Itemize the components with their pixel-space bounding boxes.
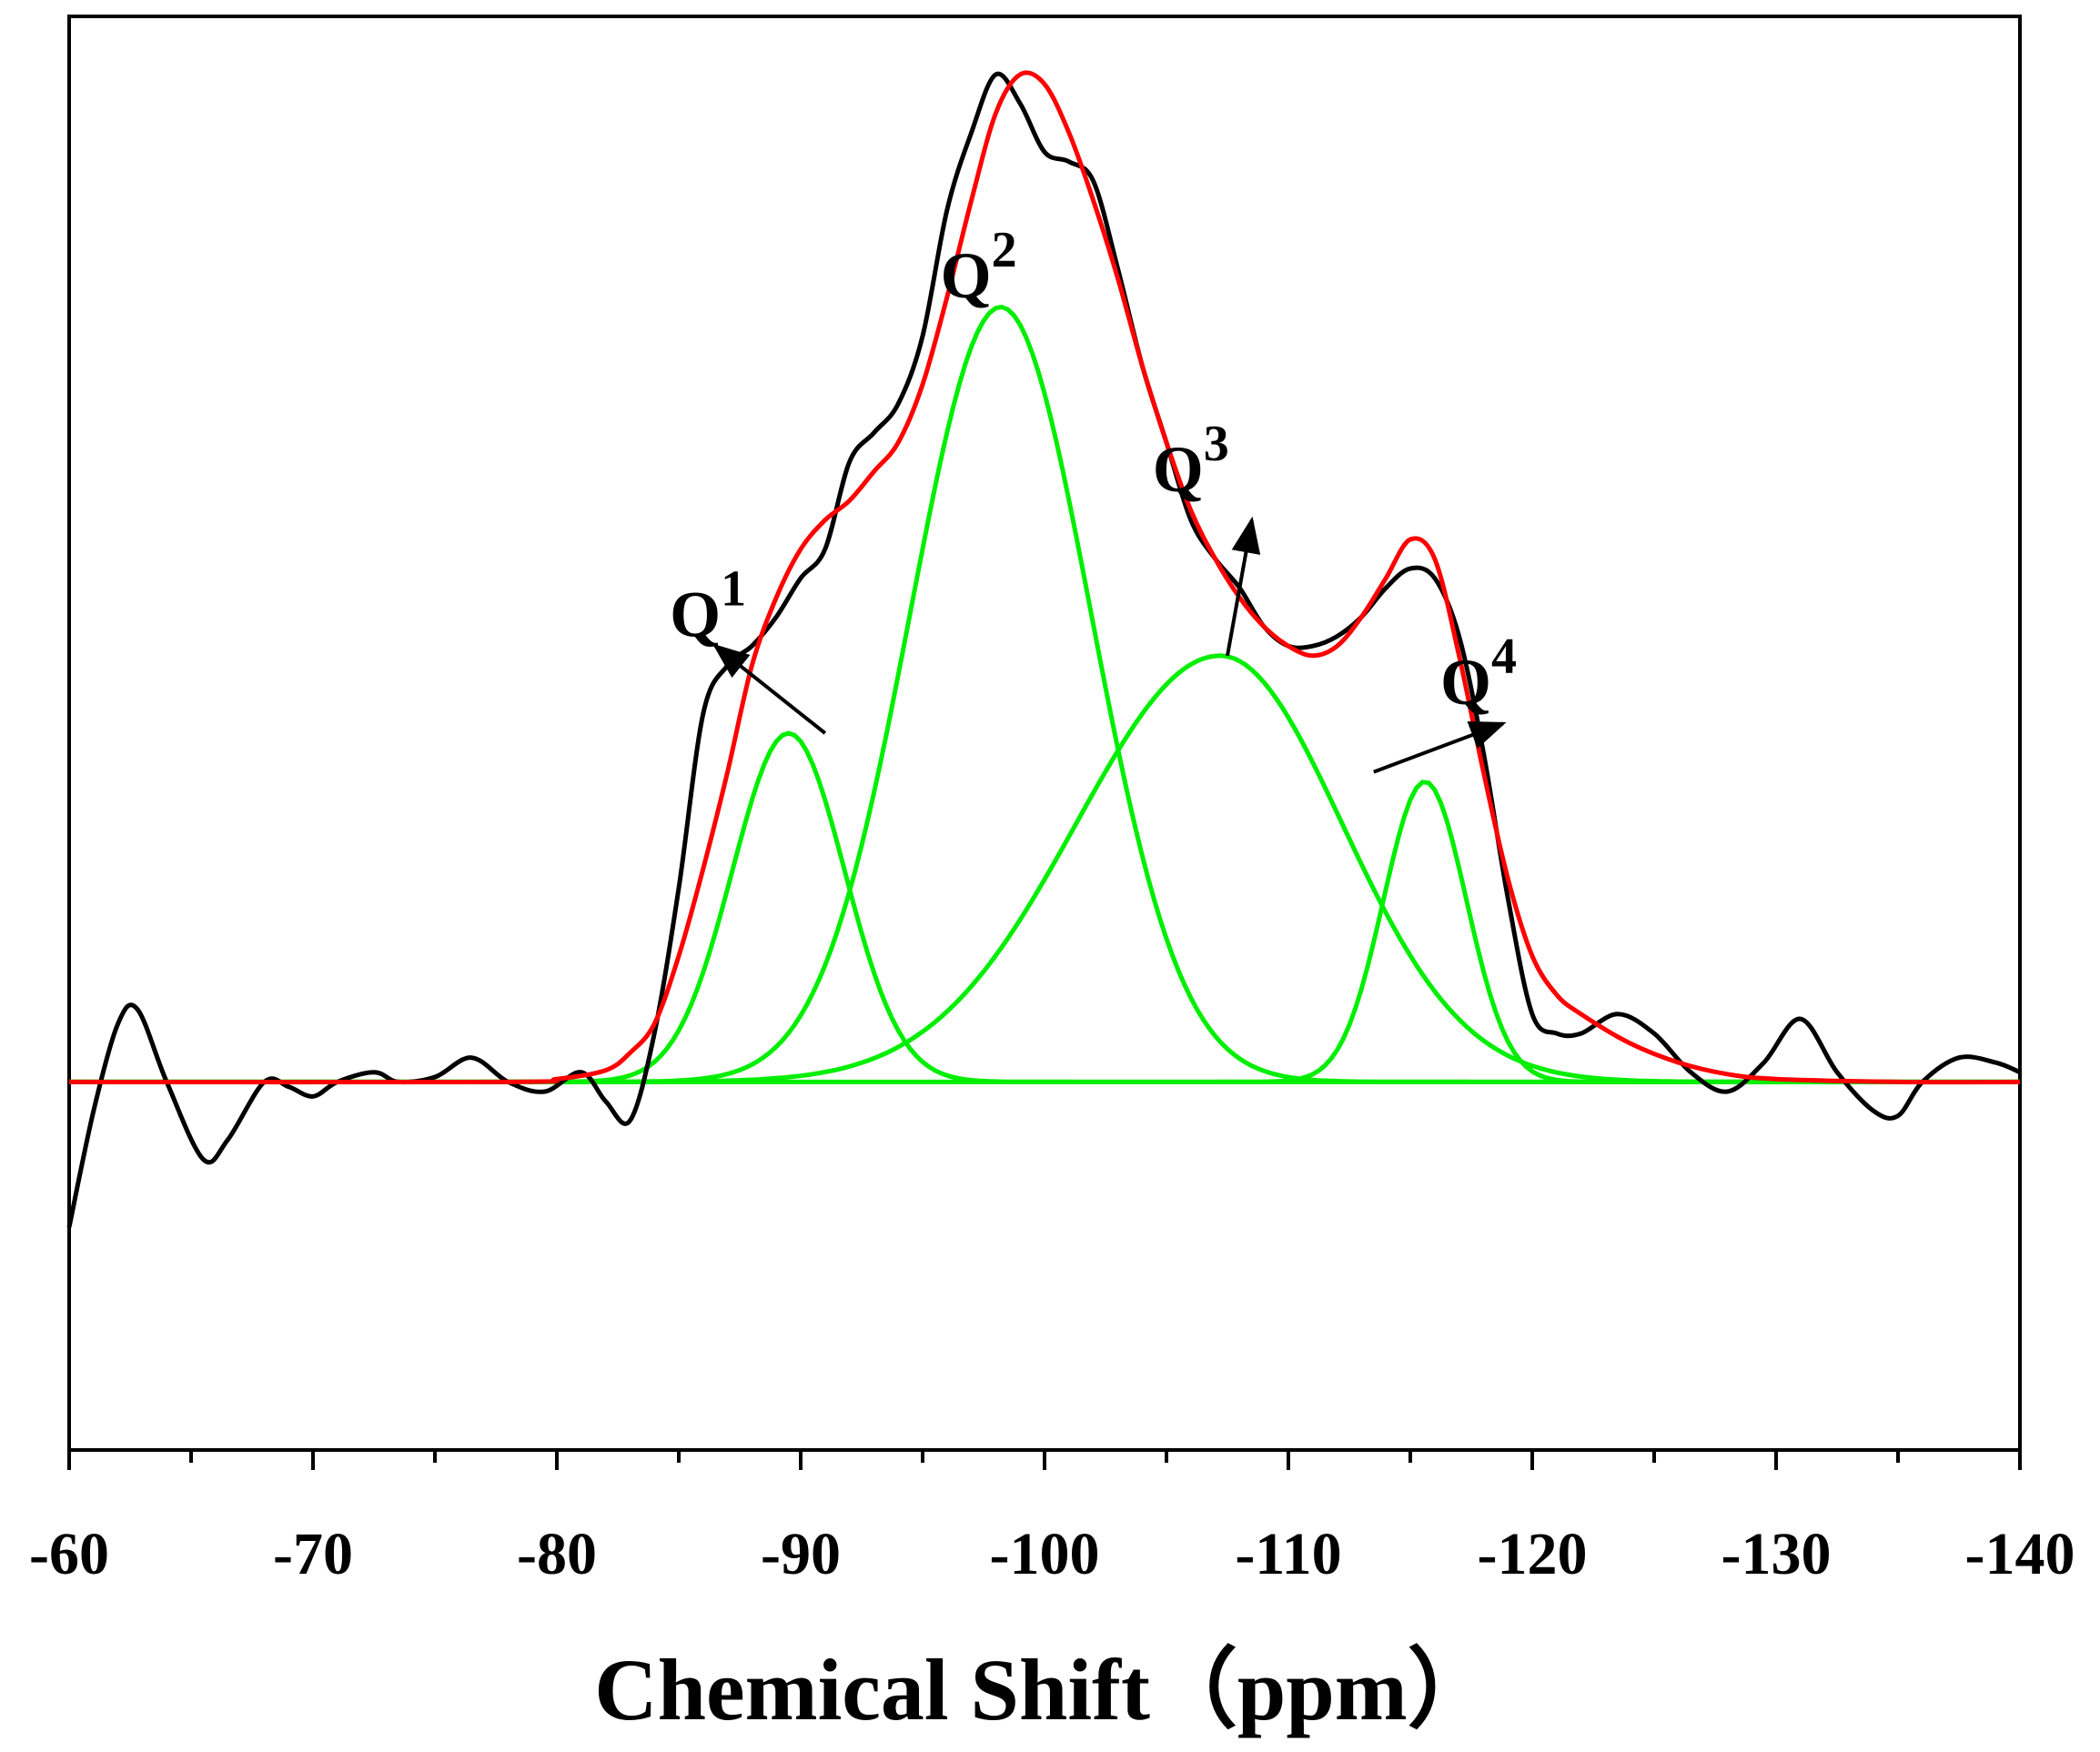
x-tick-label: -70 [273, 1521, 353, 1587]
series-layer [66, 70, 2021, 1228]
peak-label-q4: Q4 [1440, 629, 1517, 719]
x-tick-label: -80 [517, 1521, 597, 1587]
experimental-spectrum-line [66, 71, 2021, 1228]
component-curve-q2 [69, 305, 2020, 1084]
fitted-envelope-line [68, 70, 2021, 1085]
x-axis-tick-labels: -60 -70 -80 -90 -100 -110 -120 -130 -140 [29, 1521, 2075, 1587]
peak-label-superscript: 1 [721, 561, 746, 618]
arrow-q1 [712, 643, 827, 735]
arrow-q4 [1373, 721, 1507, 774]
x-axis-ticks [67, 1450, 2022, 1470]
x-tick-label: -60 [29, 1521, 109, 1587]
component-curve-q1 [69, 730, 2020, 1084]
peak-label-superscript: 3 [1204, 416, 1229, 472]
x-tick-label: -120 [1478, 1521, 1588, 1587]
x-tick-label: -90 [761, 1521, 841, 1587]
peak-label-superscript: 2 [992, 222, 1017, 278]
component-curve-q3 [69, 653, 2020, 1084]
peak-label-superscript: 4 [1491, 629, 1517, 685]
peak-label-q2: Q2 [941, 222, 1017, 312]
x-tick-label: -130 [1721, 1521, 1832, 1587]
x-tick-label: -110 [1235, 1521, 1341, 1587]
x-tick-label: -100 [990, 1521, 1100, 1587]
plot-area-frame [67, 15, 2022, 1452]
arrow-q3 [1226, 516, 1261, 657]
x-axis-title: Chemical Shift（ppm） [594, 1641, 1494, 1738]
x-tick-label: -140 [1965, 1521, 2075, 1587]
peak-label-q1: Q1 [670, 561, 746, 651]
component-curve-q4 [69, 780, 2020, 1084]
